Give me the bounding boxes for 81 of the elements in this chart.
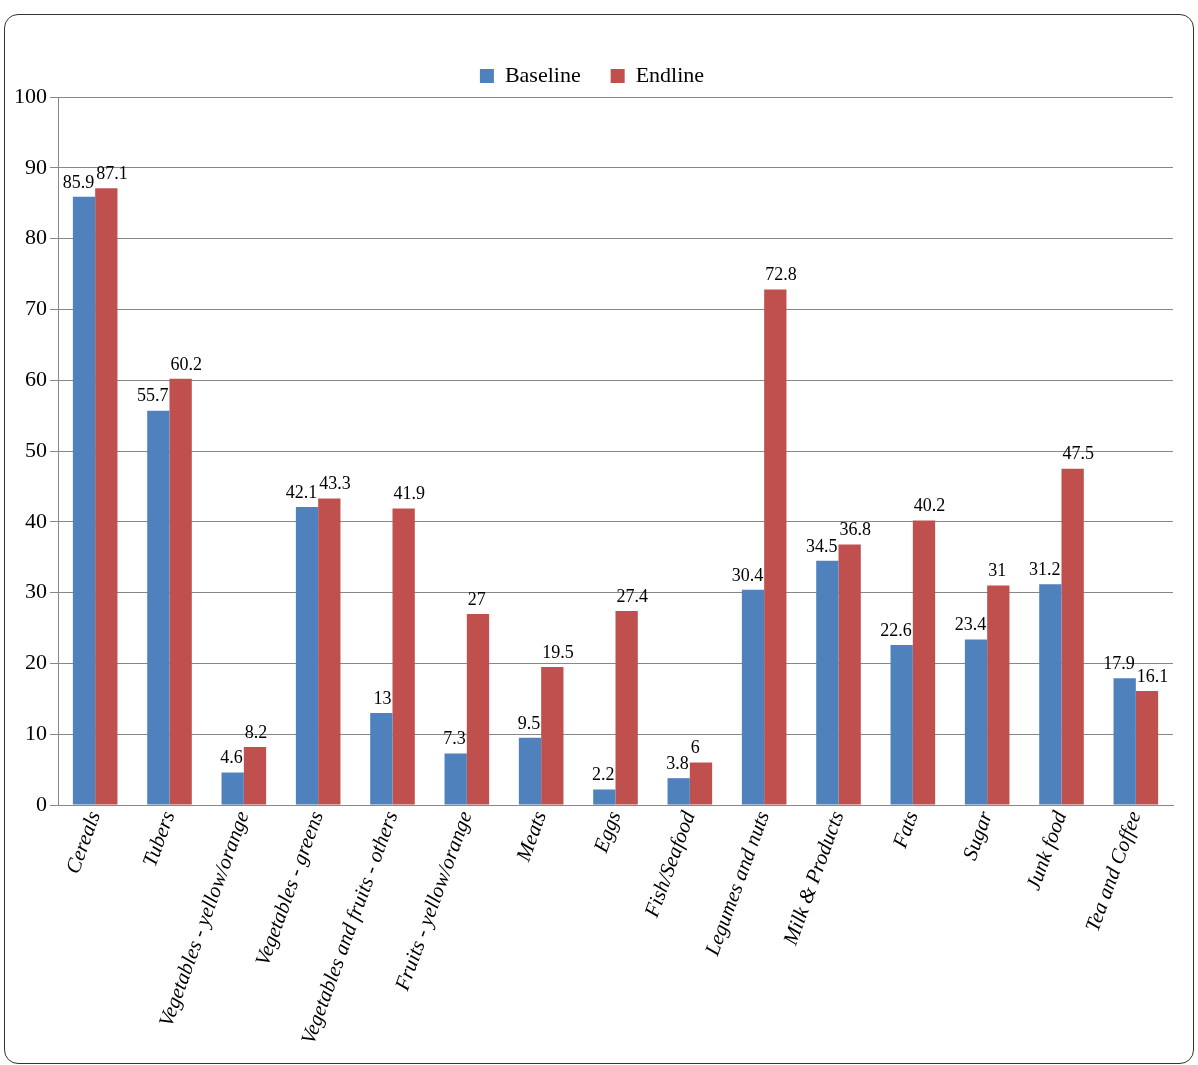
bar (221, 772, 244, 805)
bar (615, 611, 638, 805)
y-tick-label: 50 (25, 436, 47, 462)
bar (890, 645, 913, 805)
bar (444, 753, 467, 805)
data-label: 47.5 (1062, 443, 1094, 464)
data-label: 2.2 (592, 764, 615, 785)
bar (541, 667, 564, 805)
data-label: 41.9 (393, 483, 425, 504)
x-tick-label: Junk food (1020, 807, 1072, 894)
bar (147, 410, 170, 805)
bar (764, 289, 787, 805)
bar (370, 713, 393, 805)
y-tick-label: 40 (25, 507, 47, 533)
bar (169, 378, 192, 805)
data-label: 31 (988, 560, 1007, 581)
data-label: 9.5 (517, 712, 541, 733)
x-tick-label: Sugar (957, 807, 998, 864)
data-label: 36.8 (839, 519, 871, 540)
data-label: 27.4 (616, 585, 648, 606)
data-label: 19.5 (542, 641, 574, 662)
data-label: 30.4 (731, 564, 764, 585)
bar (964, 639, 988, 805)
data-label: 40.2 (913, 495, 946, 516)
x-tick-label: Tea and Coffee (1079, 807, 1146, 935)
y-tick-label: 80 (25, 224, 47, 250)
data-label: 42.1 (285, 481, 318, 502)
bar (466, 613, 490, 805)
y-tick-label: 70 (25, 295, 47, 321)
y-tick-label: 60 (25, 366, 47, 392)
data-label: 31.2 (1029, 558, 1061, 579)
bar (689, 762, 713, 805)
data-label: 7.3 (443, 728, 466, 749)
y-tick-label: 30 (25, 578, 47, 604)
x-tick-label: Eggs (588, 807, 626, 857)
data-label: 87.1 (96, 163, 128, 184)
y-tick-label: 20 (25, 649, 47, 675)
bar (518, 737, 542, 805)
bar (72, 196, 96, 805)
x-tick-label: Fats (887, 807, 923, 853)
data-label: 85.9 (62, 171, 95, 192)
data-label: 43.3 (319, 473, 351, 494)
bar (392, 508, 415, 805)
y-tick-label: 0 (36, 790, 47, 816)
x-tick-label: Cereals (60, 807, 106, 877)
data-label: 4.6 (220, 747, 243, 768)
y-tick-label: 100 (14, 82, 47, 108)
bar (816, 560, 839, 805)
data-label: 22.6 (880, 619, 912, 640)
data-label: 55.7 (137, 385, 169, 406)
legend-label: Baseline (504, 61, 581, 87)
x-tick-label: Tubers (137, 807, 180, 870)
x-tick-label: Meats (510, 807, 552, 866)
y-tick-label: 10 (25, 720, 47, 746)
data-label: 34.5 (806, 535, 838, 556)
bar (741, 589, 765, 805)
bar (838, 544, 861, 805)
bar (1113, 678, 1136, 805)
y-tick-label: 90 (25, 153, 47, 179)
data-label: 8.2 (244, 721, 268, 742)
data-label: 60.2 (170, 353, 202, 374)
bar (1039, 584, 1062, 805)
bar (1061, 468, 1084, 805)
data-label: 27 (467, 588, 486, 609)
bar (667, 778, 690, 805)
bar (295, 506, 319, 805)
data-label: 23.4 (954, 614, 987, 635)
legend-label: Endline (635, 61, 705, 87)
bar (987, 585, 1010, 805)
bar (912, 520, 936, 805)
bar (243, 747, 267, 805)
data-label: 13 (373, 687, 392, 708)
bar (1135, 691, 1159, 805)
data-label: 72.8 (765, 264, 797, 285)
data-label: 17.9 (1103, 653, 1135, 674)
data-label: 16.1 (1136, 665, 1169, 686)
data-label: 3.8 (666, 752, 689, 773)
bar (318, 498, 341, 805)
bar (95, 188, 118, 805)
data-label: 6 (690, 737, 700, 758)
bar (593, 789, 616, 805)
